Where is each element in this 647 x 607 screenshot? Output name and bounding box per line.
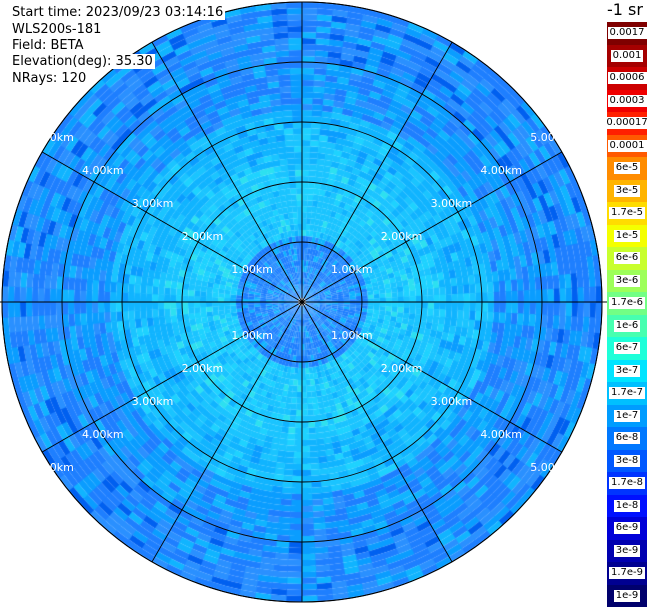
azimuth-spoke [301, 41, 453, 303]
azimuth-spoke [41, 301, 303, 453]
colorbar-tick-label: 0.0003 [607, 94, 647, 107]
colorbar-swatch: 6e-5 [607, 157, 647, 180]
colorbar-tick-label: 6e-9 [613, 522, 641, 535]
colorbar-swatch: 1.7e-5 [607, 202, 647, 225]
start-time-label: Start time: 2023/09/23 03:14:16 [10, 5, 226, 20]
colorbar-tick-label: 0.001 [610, 49, 644, 62]
nrays-label: NRays: 120 [10, 71, 89, 86]
colorbar-tick-label: 0.0017 [607, 27, 647, 40]
colorbar-swatch: 1e-8 [607, 494, 647, 517]
colorbar-swatch: 1e-6 [607, 314, 647, 337]
range-ring-label: 2.00km [182, 230, 224, 243]
colorbar-swatch: 6e-8 [607, 427, 647, 450]
colorbar-swatch: 0.0003 [607, 89, 647, 112]
range-ring-label: 4.00km [480, 428, 522, 441]
colorbar-swatch: 3e-8 [607, 449, 647, 472]
colorbar-swatch: 6e-6 [607, 247, 647, 270]
colorbar-tick-label: 1.7e-5 [608, 207, 646, 220]
range-ring-label: 2.00km [381, 362, 423, 375]
range-ring-label: 5.00km [530, 461, 572, 474]
colorbar-tick-label: 0.0001 [607, 139, 647, 152]
range-ring-label: 1.00km [231, 329, 273, 342]
elevation-label: Elevation(deg): 35.30 [10, 54, 155, 69]
range-ring-label: 5.00km [32, 131, 74, 144]
azimuth-spoke [301, 151, 563, 303]
colorbar-tick-label: 0.0006 [607, 72, 647, 85]
colorbar-swatch: 6e-7 [607, 337, 647, 360]
colorbar-tick-label: 1e-9 [613, 589, 641, 602]
colorbar-swatch: 0.0006 [607, 67, 647, 90]
colorbar-tick-label: 1e-7 [613, 409, 641, 422]
colorbar-tick-label: 1.7e-6 [608, 297, 646, 310]
colorbar: 0.0017 0.001 0.0006 0.0003 0.00017 0.0001 6e-5… [604, 22, 647, 607]
range-ring-label: 5.00km [530, 131, 572, 144]
range-ring-label: 3.00km [431, 395, 473, 408]
field-label: Field: BETA [10, 38, 86, 53]
colorbar-swatch: 1.7e-6 [607, 292, 647, 315]
range-ring-label: 3.00km [132, 197, 174, 210]
range-ring-label: 4.00km [82, 164, 124, 177]
colorbar-swatch: 3e-6 [607, 269, 647, 292]
colorbar-swatch: 1e-9 [607, 584, 647, 607]
azimuth-spoke [151, 301, 303, 563]
colorbar-swatch: 0.001 [607, 44, 647, 67]
device-label: WLS200s-181 [10, 22, 104, 37]
colorbar-swatch: 1.7e-8 [607, 472, 647, 495]
colorbar-swatch: 0.0001 [607, 134, 647, 157]
colorbar-title: -1 sr [607, 0, 643, 19]
azimuth-spoke [41, 151, 303, 303]
colorbar-tick-label: 3e-9 [613, 544, 641, 557]
range-ring-label: 1.00km [331, 263, 373, 276]
colorbar-tick-label: 3e-6 [613, 274, 641, 287]
range-ring-label: 4.00km [480, 164, 522, 177]
colorbar-tick-label: 1.7e-9 [608, 567, 646, 580]
colorbar-swatch: 3e-7 [607, 359, 647, 382]
colorbar-swatch: 1.7e-7 [607, 382, 647, 405]
range-ring-label: 5.00km [32, 461, 74, 474]
colorbar-tick-label: 3e-8 [613, 454, 641, 467]
range-ring-label: 3.00km [431, 197, 473, 210]
colorbar-swatch: 0.0017 [607, 22, 647, 45]
range-ring-label: 4.00km [82, 428, 124, 441]
colorbar-swatch: 3e-9 [607, 539, 647, 562]
range-ring-label: 3.00km [132, 395, 174, 408]
colorbar-swatch: 0.00017 [604, 112, 647, 135]
colorbar-swatch: 1.7e-9 [607, 562, 647, 585]
azimuth-spoke [151, 41, 303, 303]
colorbar-swatch: 3e-5 [607, 179, 647, 202]
colorbar-tick-label: 6e-7 [613, 342, 641, 355]
colorbar-tick-label: 6e-8 [613, 432, 641, 445]
azimuth-spoke [301, 301, 563, 453]
range-ring-label: 2.00km [182, 362, 224, 375]
colorbar-tick-label: 3e-5 [613, 184, 641, 197]
colorbar-tick-label: 1e-6 [613, 319, 641, 332]
colorbar-tick-label: 6e-5 [613, 162, 641, 175]
azimuth-spoke [301, 301, 453, 563]
colorbar-tick-label: 1e-5 [613, 229, 641, 242]
colorbar-tick-label: 1.7e-7 [608, 387, 646, 400]
range-ring-label: 1.00km [231, 263, 273, 276]
colorbar-tick-label: 6e-6 [613, 252, 641, 265]
colorbar-tick-label: 3e-7 [613, 364, 641, 377]
colorbar-tick-label: 1.7e-8 [608, 477, 646, 490]
colorbar-swatch: 6e-9 [607, 517, 647, 540]
colorbar-swatch: 1e-7 [607, 404, 647, 427]
colorbar-tick-label: 1e-8 [613, 499, 641, 512]
range-ring-label: 2.00km [381, 230, 423, 243]
colorbar-tick-label: 0.00017 [604, 117, 647, 130]
colorbar-swatch: 1e-5 [607, 224, 647, 247]
range-ring-label: 1.00km [331, 329, 373, 342]
